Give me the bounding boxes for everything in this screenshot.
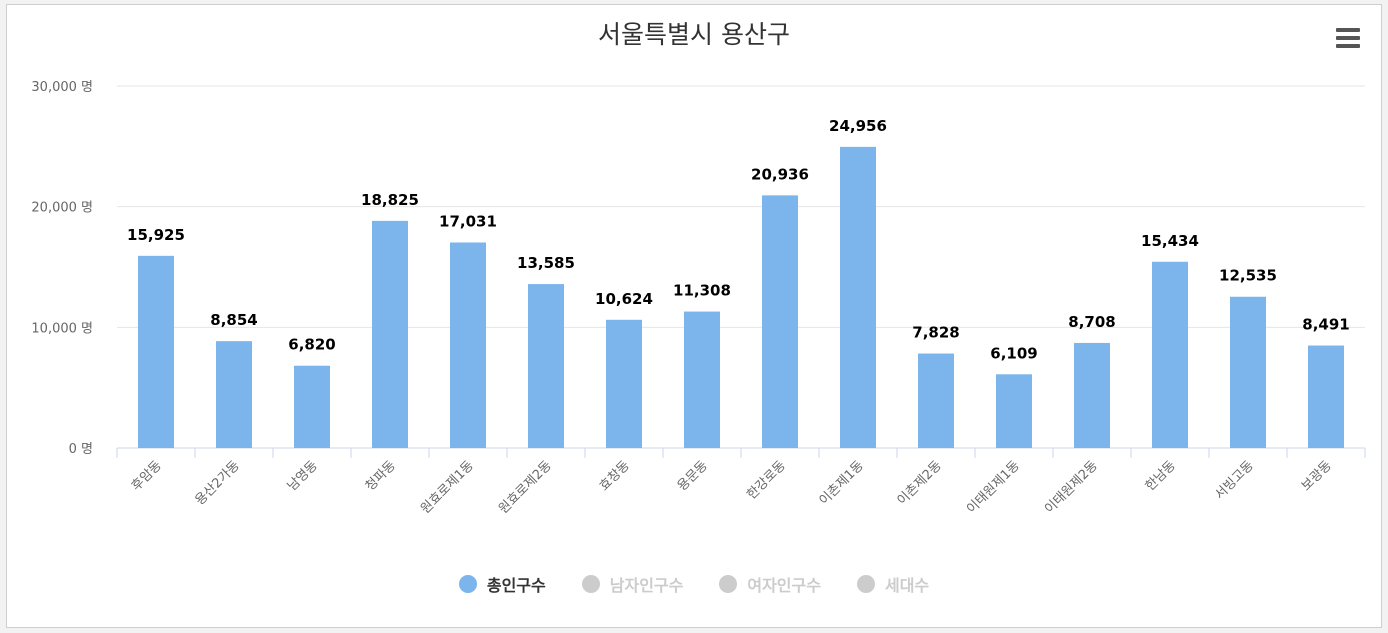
data-label: 12,535 — [1219, 267, 1277, 285]
bar — [1152, 261, 1188, 448]
chart-container: 서울특별시 용산구 0 명 10,000 명 20,000 명 30,000 명 15,… — [6, 4, 1382, 628]
data-label: 7,828 — [912, 324, 959, 342]
data-label: 13,585 — [517, 254, 575, 272]
x-tick-label: 원효로제2동 — [496, 458, 555, 517]
x-tick-label: 서빙고동 — [1212, 458, 1256, 502]
bar — [918, 353, 954, 448]
x-tick-label: 한강로동 — [744, 458, 788, 502]
bar-chart: 0 명 10,000 명 20,000 명 30,000 명 15,925 후암동 8,85… — [31, 80, 1366, 517]
legend-dot-icon — [458, 575, 477, 593]
bar — [294, 365, 330, 448]
x-tick-label: 이태원제2동 — [1042, 458, 1101, 517]
x-tick-label: 원효로제1동 — [418, 458, 477, 517]
bar — [1230, 296, 1266, 448]
data-label: 20,936 — [751, 165, 809, 183]
x-tick-label: 이촌제2동 — [895, 458, 945, 508]
data-label: 11,308 — [673, 282, 731, 300]
legend-label: 세대수 — [884, 576, 930, 595]
legend-dot-icon — [856, 575, 875, 593]
x-tick-label: 청파동 — [363, 458, 399, 494]
chart-legend: 총인구수 남자인구수 여자인구수 세대수 — [7, 572, 1381, 596]
data-label: 8,491 — [1302, 316, 1349, 334]
data-label: 15,434 — [1141, 232, 1199, 250]
x-tick-label: 용산2가동 — [193, 458, 243, 508]
y-tick-label: 20,000 명 — [31, 201, 93, 216]
bar — [606, 319, 642, 448]
data-label: 8,854 — [210, 311, 257, 329]
data-label: 17,031 — [439, 212, 497, 230]
bar — [450, 242, 486, 448]
chart-title: 서울특별시 용산구 — [598, 20, 790, 49]
y-tick-label: 0 명 — [69, 442, 93, 457]
bar — [684, 311, 720, 448]
x-tick-label: 남영동 — [285, 458, 321, 494]
y-tick-label: 30,000 명 — [31, 80, 93, 95]
y-tick-label: 10,000 명 — [31, 321, 93, 336]
x-tick-label: 용문동 — [675, 458, 711, 494]
bar — [138, 255, 174, 448]
legend-dot-icon — [719, 575, 738, 593]
bar — [762, 195, 798, 448]
bar — [840, 146, 876, 449]
legend-item[interactable]: 남자인구수 — [581, 572, 684, 596]
data-label: 15,925 — [127, 226, 185, 244]
bar — [1074, 342, 1110, 448]
data-label: 24,956 — [829, 117, 887, 135]
data-label: 8,708 — [1068, 313, 1115, 331]
bar — [216, 341, 252, 448]
data-label: 6,820 — [288, 336, 335, 354]
x-tick-label: 한남동 — [1143, 458, 1179, 494]
x-tick-label: 이촌제1동 — [817, 458, 867, 508]
bar — [372, 220, 408, 448]
x-tick-label: 효창동 — [597, 458, 633, 494]
legend-item[interactable]: 세대수 — [856, 572, 930, 596]
legend-item[interactable]: 총인구수 — [458, 572, 546, 596]
data-label: 6,109 — [990, 344, 1037, 362]
legend-label: 총인구수 — [486, 576, 546, 595]
x-tick-label: 보광동 — [1299, 458, 1335, 494]
x-tick-label: 후암동 — [129, 458, 165, 494]
bar — [1308, 345, 1344, 448]
bar — [996, 374, 1032, 448]
legend-label: 여자인구수 — [747, 576, 821, 595]
bar — [528, 284, 564, 448]
data-label: 18,825 — [361, 191, 419, 209]
hamburger-menu-icon[interactable] — [1333, 28, 1361, 50]
legend-item[interactable]: 여자인구수 — [719, 572, 821, 596]
x-tick-label: 이태원제1동 — [964, 458, 1023, 517]
legend-label: 남자인구수 — [609, 576, 684, 595]
legend-dot-icon — [581, 575, 600, 593]
data-label: 10,624 — [595, 290, 653, 308]
